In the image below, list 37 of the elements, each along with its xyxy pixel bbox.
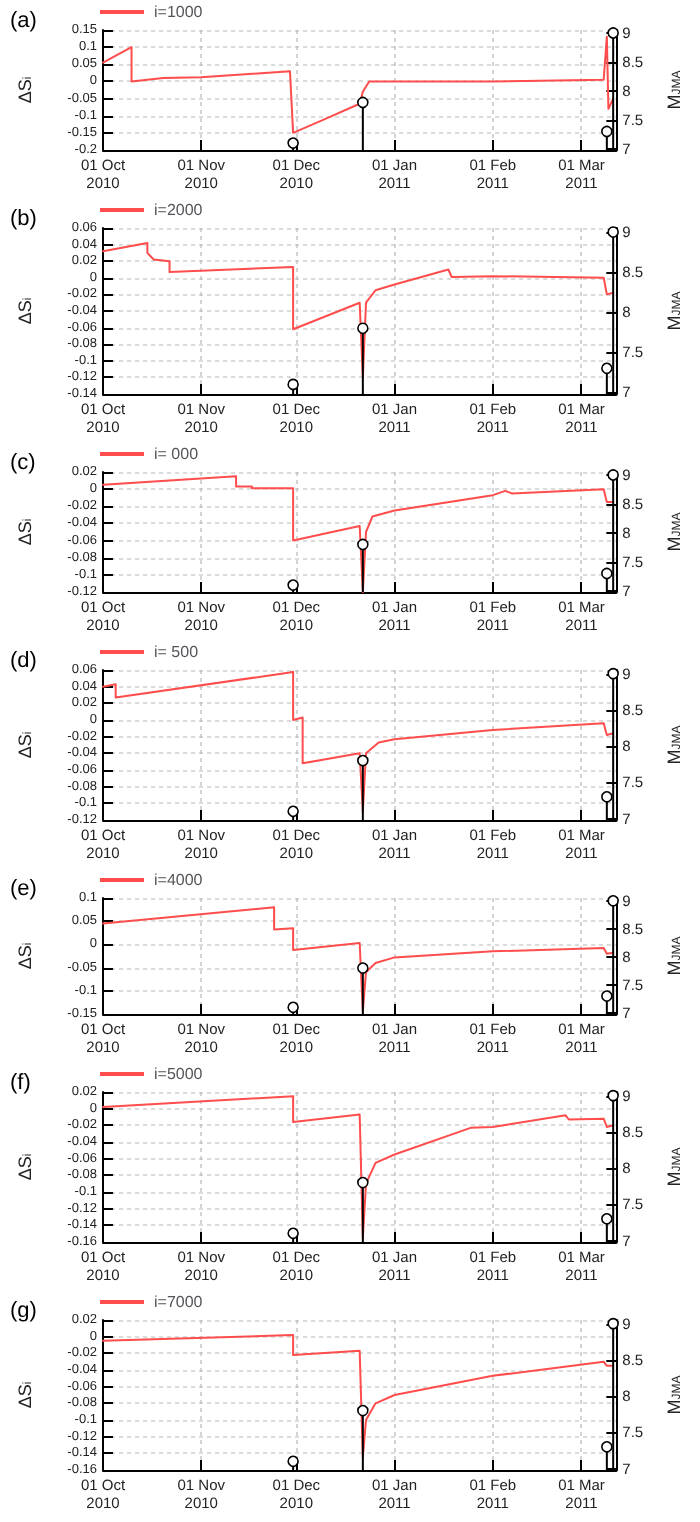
chart-title: (g): [10, 1298, 37, 1322]
point: [357, 322, 369, 335]
point: [601, 1440, 613, 1452]
point: [287, 1000, 299, 1013]
chart-title: (c): [10, 450, 36, 474]
point: [287, 1454, 299, 1467]
point: [357, 96, 369, 109]
chart-title: (e): [10, 876, 37, 900]
point: [357, 537, 369, 550]
legend-label: i= 000: [154, 444, 200, 462]
line-series: [102, 474, 615, 592]
point: [601, 989, 613, 1001]
point: [601, 362, 613, 375]
chart-title: (b): [10, 207, 37, 231]
point: [601, 566, 613, 579]
point: [357, 1403, 369, 1416]
point: [287, 804, 299, 817]
legend-label: i=5000: [154, 1064, 204, 1082]
point: [357, 961, 369, 973]
point: [357, 753, 369, 766]
point: [601, 1212, 613, 1224]
point: [287, 578, 299, 590]
chart-title: (d): [10, 648, 37, 672]
point: [601, 790, 613, 802]
point: [287, 137, 299, 149]
line-series: [102, 669, 615, 812]
legend-label: i=1000: [154, 3, 204, 21]
legend-label: i=2000: [154, 201, 204, 219]
legend-label: i=7000: [154, 1292, 204, 1310]
chart-title: (f): [10, 1070, 31, 1094]
point: [357, 1175, 369, 1188]
point: [287, 1226, 299, 1239]
chart-title: (a): [10, 9, 37, 33]
point: [601, 125, 613, 138]
legend-label: i=4000: [154, 870, 204, 888]
point: [287, 378, 299, 391]
legend-label: i= 500: [154, 642, 200, 660]
